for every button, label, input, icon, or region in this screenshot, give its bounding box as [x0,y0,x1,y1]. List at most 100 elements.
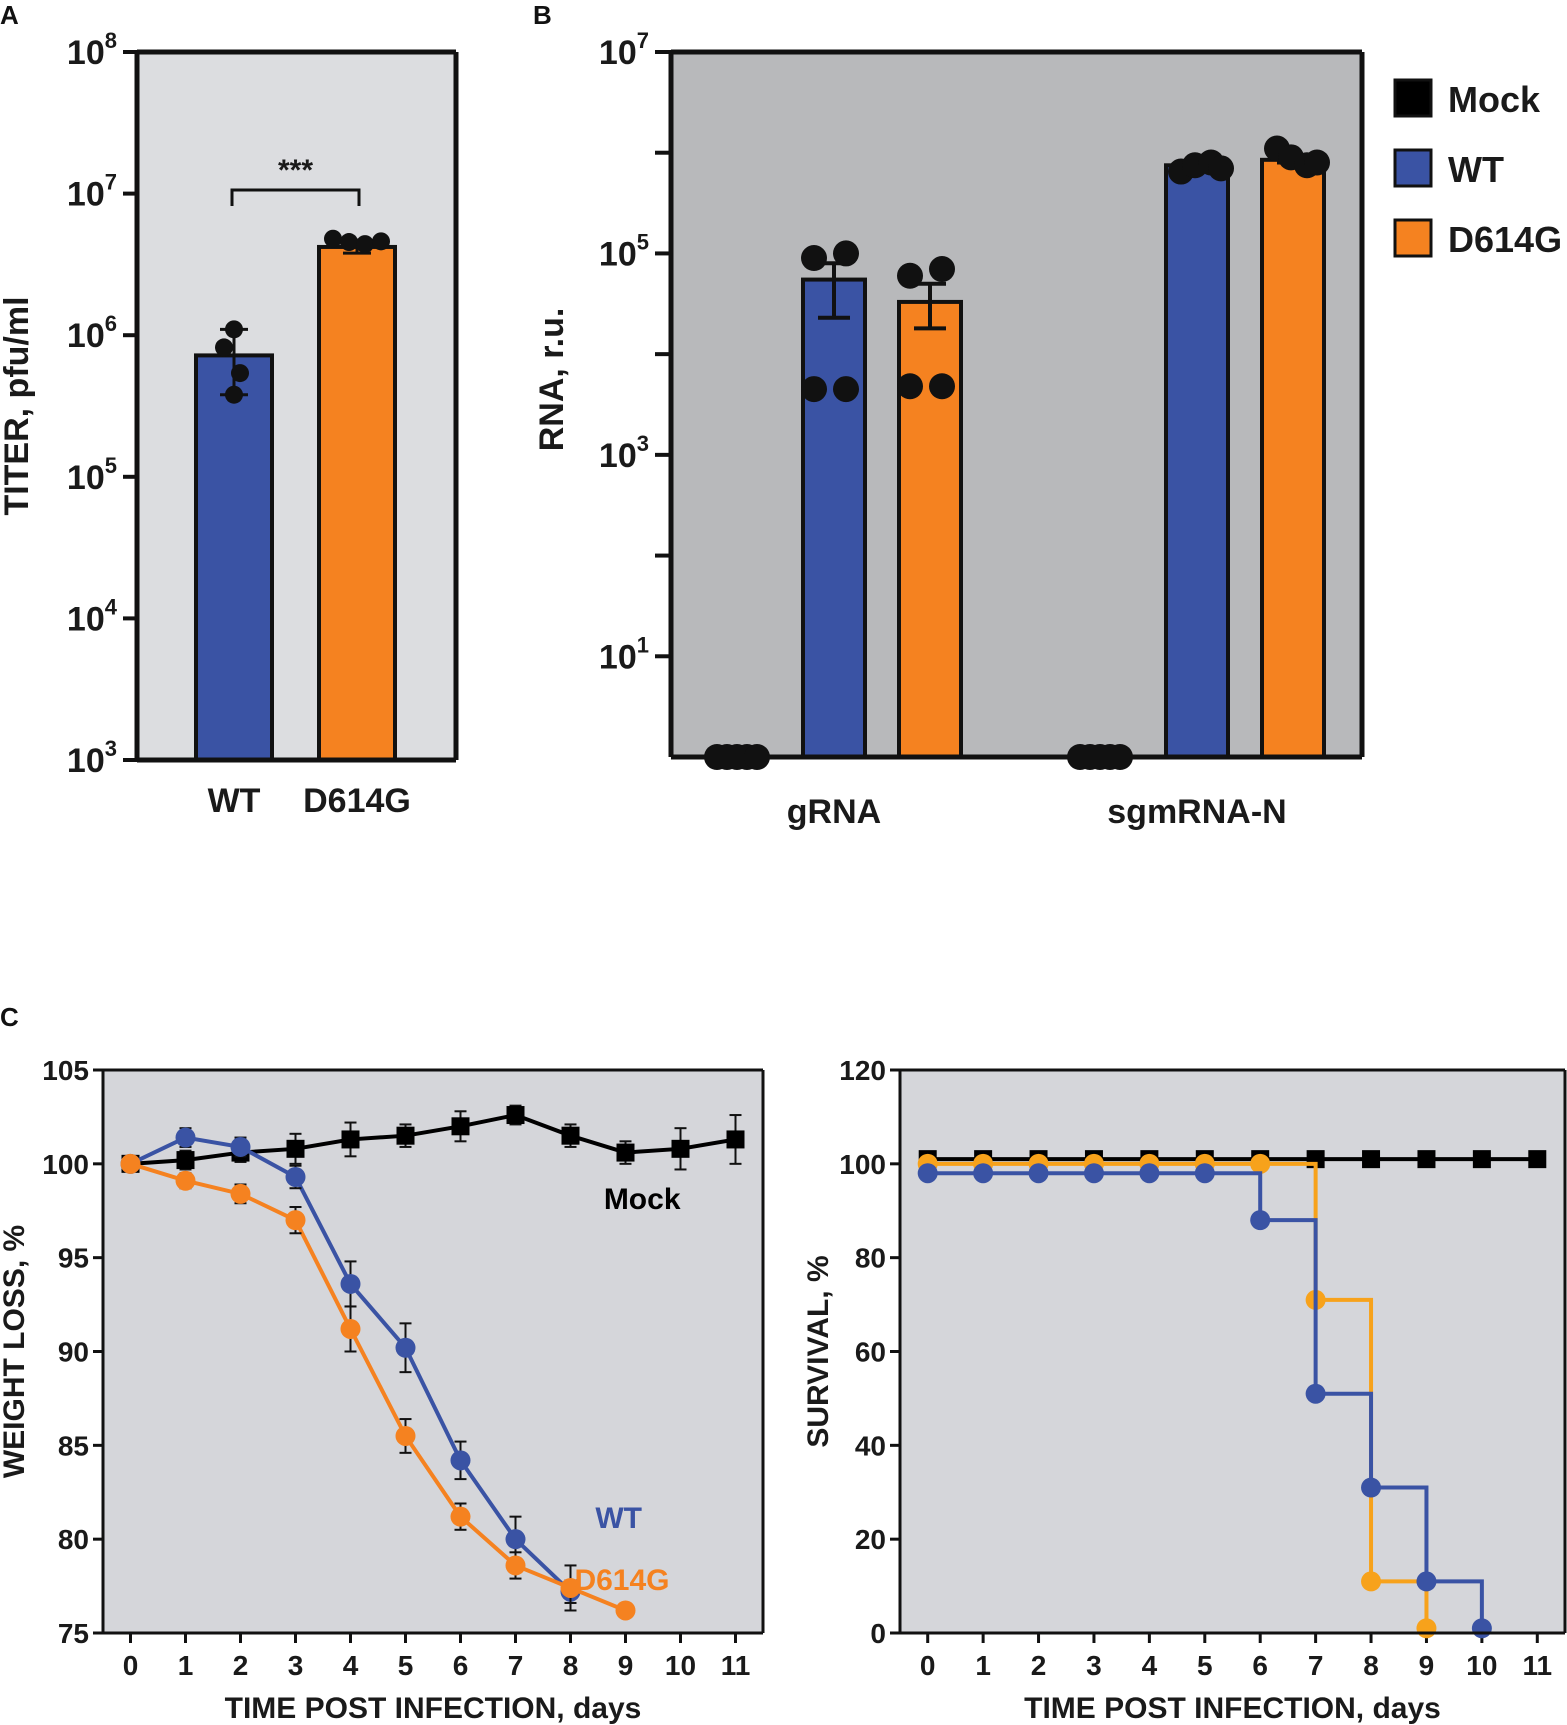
panel-b-rna-chart: 101 103 105 107 gRNA sgmRNA-N RNA, r.u. Mock WT D… [533,28,1562,831]
legend-swatch-mock [1393,78,1433,118]
y-tick-label: 60 [855,1337,886,1368]
x-tick-label: 4 [1142,1650,1158,1681]
x-axis-label: TIME POST INFECTION, days [1024,1692,1441,1725]
data-point-d614g [230,1183,251,1204]
x-tick-label: 9 [618,1650,634,1681]
data-point [897,262,923,289]
x-tick-label: 7 [1308,1650,1324,1681]
y-tick-label: 101 [599,632,649,676]
data-point-wt [395,1337,416,1358]
data-point [897,373,923,400]
x-tick-label: 3 [1086,1650,1102,1681]
panel-a-titer-chart: 103 104 105 106 107 108 WT D614G *** TITER, pfu/m… [0,28,459,820]
y-tick-label: 106 [67,311,117,355]
y-tick-label: 108 [67,28,117,72]
data-point-wt [1139,1163,1160,1184]
data-point [356,235,374,254]
data-point-wt [1305,1383,1326,1404]
y-tick-exponent: 1 [637,632,649,657]
y-tick-exponent: 5 [637,229,649,254]
panel-c-letter: C [0,1002,19,1032]
data-point-wt [1471,1618,1492,1639]
y-tick-label: 103 [599,431,649,475]
data-point-wt [1194,1163,1215,1184]
data-point-mock [1528,1150,1547,1169]
data-point [372,232,390,251]
y-tick-label: 105 [67,453,117,497]
x-category-label: sgmRNA-N [1107,793,1286,831]
data-point-d614g [1361,1571,1382,1592]
x-tick-label: 10 [665,1650,696,1681]
y-tick-label: 105 [599,229,649,273]
data-point-wt [1250,1210,1271,1231]
x-tick-label: 11 [721,1650,751,1681]
data-point-wt [973,1163,994,1184]
data-point-mock [396,1126,415,1145]
x-tick-label: 0 [920,1650,936,1681]
y-axis-label: SURVIVAL, % [802,1255,835,1447]
x-category-label: D614G [303,782,411,820]
x-tick-label: 8 [1363,1650,1379,1681]
y-tick-label: 85 [58,1430,89,1461]
y-tick-label: 105 [42,1055,89,1086]
y-tick-label: 0 [870,1618,886,1649]
panel-c-weight-loss-chart: 75 80 85 90 95 100 105 0 1 2 3 4 5 6 7 8 9 10 11 TIME POST … [0,1055,765,1725]
plot-background [900,1070,1565,1633]
data-point-wt [230,1136,251,1157]
bar-sgmrna-n-wt [1164,163,1230,759]
data-point-mock [1362,1150,1381,1169]
data-point [1304,149,1330,176]
data-point-d614g [450,1506,471,1527]
data-point [215,338,233,357]
y-tick-label: 100 [42,1149,89,1180]
x-category-label: gRNA [787,793,881,831]
panel-c-survival-chart: 0 20 40 60 80 100 120 0 1 2 3 4 5 6 7 8 9 10 11 TIME POST I… [802,1055,1567,1725]
y-tick-label: 95 [58,1243,89,1274]
series-annotation-mock: Mock [604,1183,681,1216]
data-point-mock [561,1126,580,1145]
legend-swatch-wt [1393,148,1433,188]
data-point [1208,155,1234,182]
data-point-d614g [340,1318,361,1339]
data-point [833,240,859,267]
plot-background [137,52,456,760]
x-tick-label: 6 [1252,1650,1268,1681]
x-tick-label: 2 [1031,1650,1047,1681]
y-tick-label: 75 [58,1618,89,1649]
y-tick-label: 103 [67,736,117,780]
data-point-mock [1472,1150,1491,1169]
x-tick-label: 5 [398,1650,414,1681]
data-point [929,373,955,400]
panel-b-letter: B [533,0,552,30]
x-tick-label: 10 [1466,1650,1497,1681]
data-point-mock [616,1143,635,1162]
x-tick-label: 2 [233,1650,249,1681]
x-tick-label: 1 [975,1650,991,1681]
y-tick-label: 104 [67,594,118,638]
x-category-label: WT [208,782,261,820]
plot-background [103,1070,763,1633]
x-axis-label: TIME POST INFECTION, days [225,1692,642,1725]
significance-label: *** [278,154,313,187]
data-point [801,245,827,272]
significance-bracket [230,188,361,206]
y-tick-label: 80 [855,1243,886,1274]
x-tick-label: 1 [178,1650,194,1681]
data-point [833,376,859,403]
data-point-mock [1417,1150,1436,1169]
data-point-mock [286,1139,305,1158]
data-point-d614g [1250,1153,1271,1174]
x-tick-label: 11 [1522,1650,1552,1681]
data-point-d614g [560,1577,581,1598]
x-tick-label: 4 [343,1650,359,1681]
data-point-wt [450,1450,471,1471]
y-tick-label: 20 [855,1524,886,1555]
data-point-mock [176,1151,195,1170]
y-axis-label: WEIGHT LOSS, % [0,1225,31,1478]
data-point-wt [1083,1163,1104,1184]
data-point-wt [917,1163,938,1184]
data-point-wt [505,1529,526,1550]
data-point-d614g [1416,1618,1437,1639]
panel-a-letter: A [0,0,19,30]
data-point-wt [1361,1477,1382,1498]
